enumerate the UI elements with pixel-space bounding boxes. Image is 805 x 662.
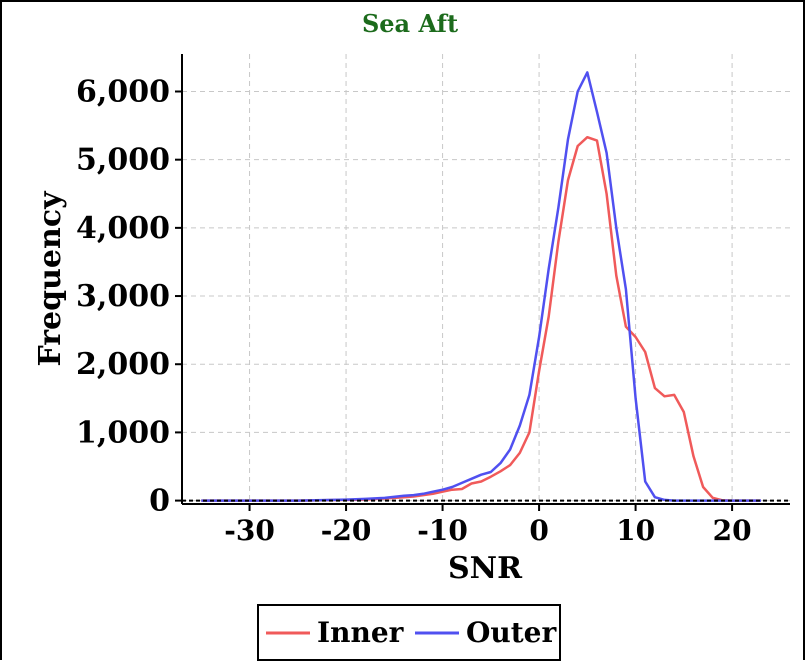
grid-layer [182, 54, 790, 504]
legend: Inner Outer [257, 604, 561, 661]
y-axis-label: Frequency [33, 190, 68, 367]
y-tick-label: 4,000 [76, 211, 170, 246]
chart-title: Sea Aft [362, 9, 458, 38]
series-line-outer [201, 71, 761, 502]
y-tick-label: 6,000 [76, 75, 170, 110]
x-tick-label: 0 [529, 514, 548, 547]
y-tick-label: 3,000 [76, 279, 170, 314]
x-tick-label: -30 [224, 514, 275, 547]
y-tick-label: 1,000 [76, 415, 170, 450]
x-tick-label: 10 [616, 514, 655, 547]
y-tick-label: 2,000 [76, 347, 170, 382]
x-tick-label: 20 [713, 514, 752, 547]
legend-label-inner: Inner [317, 616, 405, 649]
x-tick-label: -10 [417, 514, 468, 547]
series-layer [201, 71, 761, 502]
y-tick-label: 5,000 [76, 143, 170, 178]
series-line-inner [201, 135, 761, 502]
x-tick-label: -20 [321, 514, 372, 547]
x-axis-label: SNR [448, 551, 523, 586]
y-tick-label: 0 [149, 484, 170, 519]
ticks-layer: 0 1,000 2,000 3,000 4,000 5,000 6,000 -30 -20 -10… [76, 75, 752, 548]
axes-layer [181, 54, 790, 505]
legend-label-outer: Outer [466, 616, 557, 649]
